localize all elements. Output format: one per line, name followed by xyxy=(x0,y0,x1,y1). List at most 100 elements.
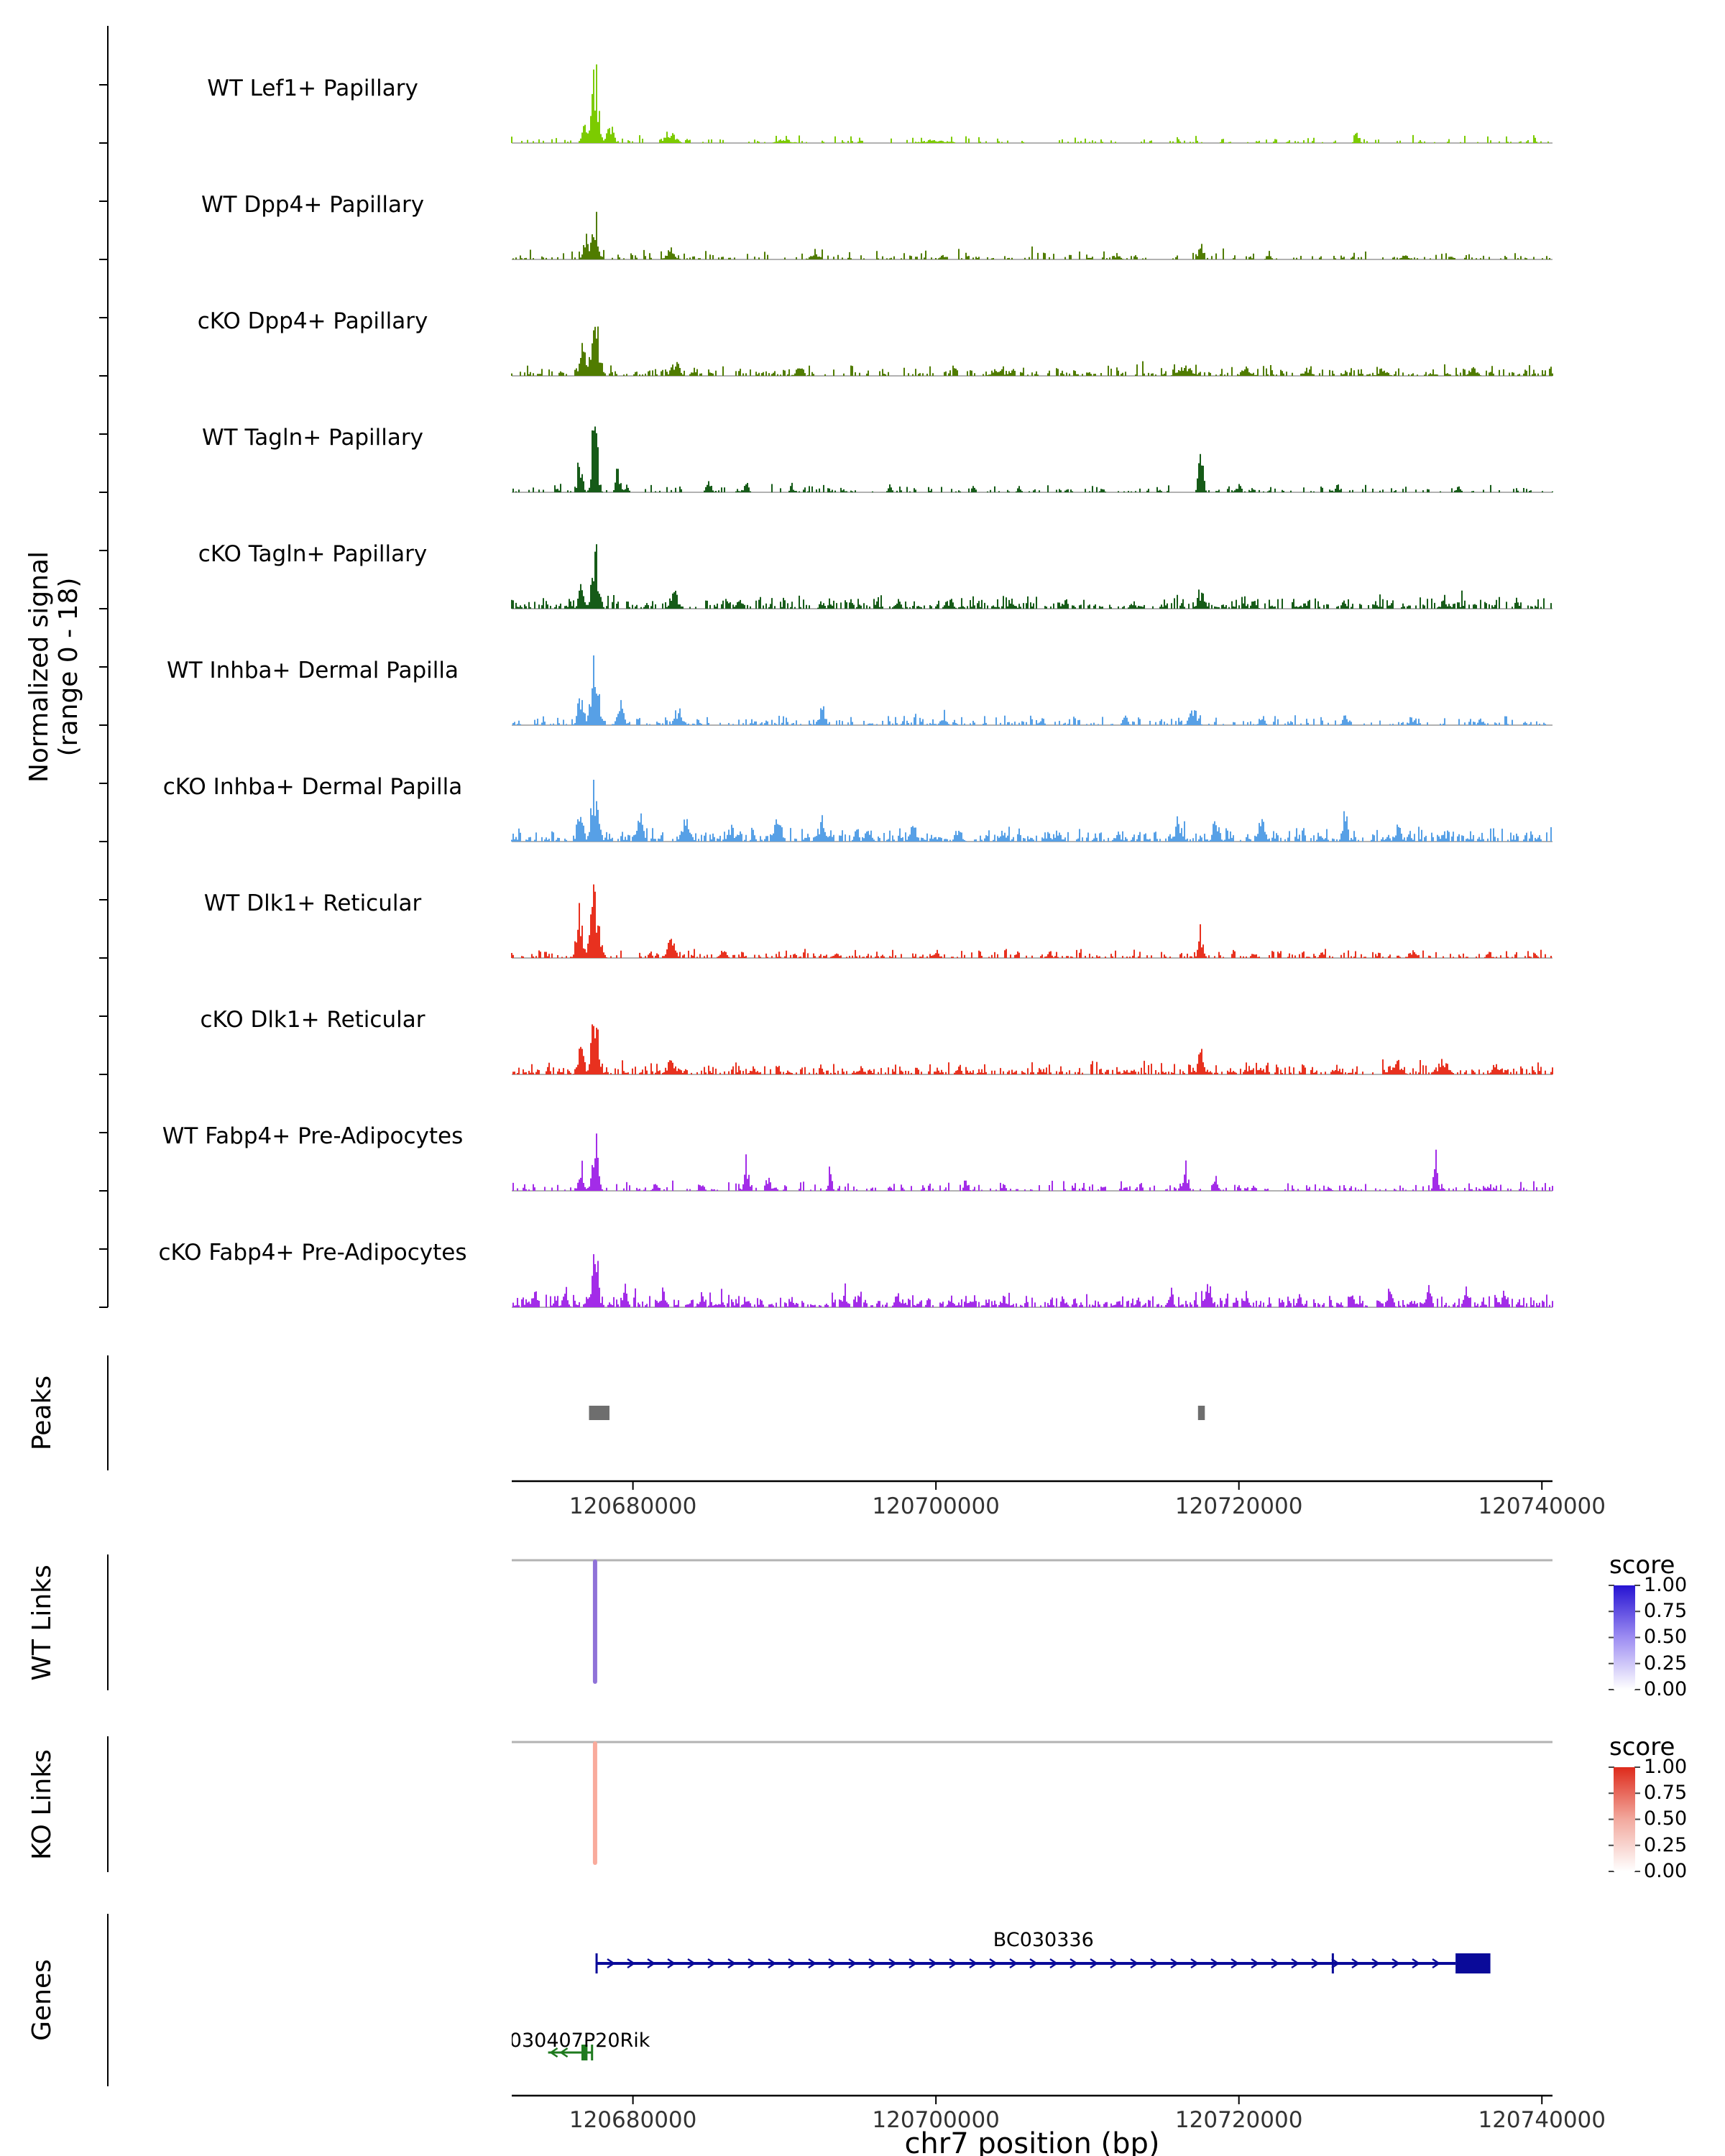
ko-legend-tick: 0.25 xyxy=(1644,1834,1688,1856)
coverage-signal xyxy=(511,64,1549,143)
strand-arrow-right xyxy=(1311,1958,1320,1969)
ko-legend-title: score xyxy=(1609,1733,1675,1761)
wt-legend-tick: 0.00 xyxy=(1644,1678,1688,1700)
gene-exon-bc030336 xyxy=(1455,1953,1491,1973)
track-label: cKO Inhba+ Dermal Papilla xyxy=(162,774,463,800)
ko-legend-tick: 0.50 xyxy=(1644,1807,1688,1830)
strand-arrow-right xyxy=(1271,1958,1280,1969)
strand-arrow-right xyxy=(727,1958,737,1969)
peaks-label-text: Peaks xyxy=(27,1375,57,1451)
coverage-signal xyxy=(512,1024,1553,1074)
wt-links-label-text: WT Links xyxy=(27,1565,57,1681)
strand-arrow-right xyxy=(1371,1958,1381,1969)
strand-arrow-right xyxy=(1351,1958,1361,1969)
strand-arrow-right xyxy=(888,1958,898,1969)
coverage-signal xyxy=(511,884,1552,958)
strand-arrow-right xyxy=(808,1958,817,1969)
coverage-signal xyxy=(512,426,1553,492)
wt-legend-tick: 0.75 xyxy=(1644,1600,1688,1622)
strand-arrow-right xyxy=(1130,1958,1139,1969)
coverage-signal xyxy=(511,544,1552,609)
coverage-signal xyxy=(511,780,1552,842)
strand-arrow-right xyxy=(687,1958,696,1969)
strand-arrow-left xyxy=(549,2047,558,2058)
strand-arrow-right xyxy=(607,1958,616,1969)
gene-label-bc030336: BC030336 xyxy=(993,1929,1094,1951)
wt-legend-title: score xyxy=(1609,1551,1675,1580)
strand-arrow-right xyxy=(1251,1958,1260,1969)
strand-arrow-right xyxy=(1049,1958,1059,1969)
track-label: WT Dpp4+ Papillary xyxy=(201,192,425,218)
strand-arrow-right xyxy=(1150,1958,1159,1969)
ko-legend-tick: 1.00 xyxy=(1644,1756,1688,1778)
coverage-signal xyxy=(512,1133,1553,1191)
strand-arrow-right xyxy=(949,1958,958,1969)
strand-arrow-right xyxy=(1170,1958,1179,1969)
genes-label-text: Genes xyxy=(27,1959,57,2041)
strand-arrow-right xyxy=(929,1958,938,1969)
section-label-genes: Genes xyxy=(27,1892,57,2108)
strand-arrow-right xyxy=(1009,1958,1018,1969)
strand-arrow-right xyxy=(868,1958,878,1969)
section-label-peaks: Peaks xyxy=(27,1305,57,1521)
section-label-ko-links: KO Links xyxy=(27,1697,57,1912)
track-label: WT Lef1+ Papillary xyxy=(207,75,418,101)
coverage-signal xyxy=(512,655,1546,725)
ko-legend-tick: 0.00 xyxy=(1644,1860,1688,1882)
track-label: cKO Dlk1+ Reticular xyxy=(200,1007,426,1033)
x-axis-tick-label: 120680000 xyxy=(569,2107,697,2133)
coverage-signal xyxy=(512,1254,1553,1307)
y-axis-label-line2: (range 0 - 18) xyxy=(54,577,83,757)
strand-arrow-right xyxy=(848,1958,857,1969)
strand-arrow-right xyxy=(828,1958,837,1969)
track-label: WT Inhba+ Dermal Papilla xyxy=(167,658,459,683)
strand-arrow-right xyxy=(908,1958,918,1969)
strand-arrow-right xyxy=(989,1958,998,1969)
peak-region xyxy=(1197,1406,1205,1420)
strand-arrow-right xyxy=(707,1958,717,1969)
ko-links-score-legend: score 1.00 0.75 0.50 0.25 0.00 xyxy=(1606,1733,1725,1891)
track-label: cKO Fabp4+ Pre-Adipocytes xyxy=(158,1240,467,1266)
wt-links-score-legend: score 1.00 0.75 0.50 0.25 0.00 xyxy=(1606,1551,1725,1709)
peak-region xyxy=(589,1406,610,1420)
ko-links-label-text: KO Links xyxy=(27,1749,57,1860)
strand-arrow-right xyxy=(768,1958,777,1969)
ko-score-gradient-bar xyxy=(1614,1767,1635,1871)
strand-arrow-right xyxy=(1070,1958,1079,1969)
x-axis-title: chr7 position (bp) xyxy=(904,2127,1160,2156)
strand-arrow-right xyxy=(788,1958,797,1969)
strand-arrow-right xyxy=(1190,1958,1200,1969)
strand-arrow-right xyxy=(969,1958,978,1969)
track-label: WT Dlk1+ Reticular xyxy=(203,890,422,916)
gene-label-d030407p20rik: D030407P20Rik xyxy=(512,2030,650,2052)
x-axis-tick-label: 120720000 xyxy=(1174,2107,1303,2133)
genes-annotation-area: BC030336 D030407P20Rik xyxy=(512,1912,1552,2099)
coverage-signal xyxy=(512,211,1550,259)
strand-arrow-right xyxy=(1412,1958,1421,1969)
x-axis-tick-label: 120740000 xyxy=(1478,2107,1606,2133)
x-axis-tick-label: 120720000 xyxy=(1174,1493,1303,1519)
x-axis-tick-label: 120680000 xyxy=(569,1493,697,1519)
strand-arrow-right xyxy=(1331,1958,1340,1969)
wt-score-gradient-bar xyxy=(1614,1585,1635,1690)
y-axis-label: Normalized signal (range 0 - 18) xyxy=(24,451,84,883)
wt-legend-tick: 1.00 xyxy=(1644,1574,1688,1596)
strand-arrow-right xyxy=(1392,1958,1401,1969)
wt-legend-tick: 0.25 xyxy=(1644,1652,1688,1674)
y-axis-label-line1: Normalized signal xyxy=(24,550,54,783)
gene-exon-d030407p20rik xyxy=(581,2045,588,2060)
track-label: WT Tagln+ Papillary xyxy=(202,425,423,451)
x-axis-tick-label: 120700000 xyxy=(872,1493,1000,1519)
strand-arrow-right xyxy=(667,1958,676,1969)
ko-legend-tick: 0.75 xyxy=(1644,1782,1688,1804)
track-label: WT Fabp4+ Pre-Adipocytes xyxy=(162,1123,464,1149)
x-axis-tick-label: 120740000 xyxy=(1478,1493,1606,1519)
track-label: cKO Tagln+ Papillary xyxy=(198,541,428,567)
strand-arrow-right xyxy=(1230,1958,1240,1969)
strand-arrow-right xyxy=(748,1958,757,1969)
strand-arrow-right xyxy=(1432,1958,1441,1969)
strand-arrow-right xyxy=(1029,1958,1039,1969)
strand-arrow-right xyxy=(1291,1958,1300,1969)
track-label: cKO Dpp4+ Papillary xyxy=(197,308,428,334)
